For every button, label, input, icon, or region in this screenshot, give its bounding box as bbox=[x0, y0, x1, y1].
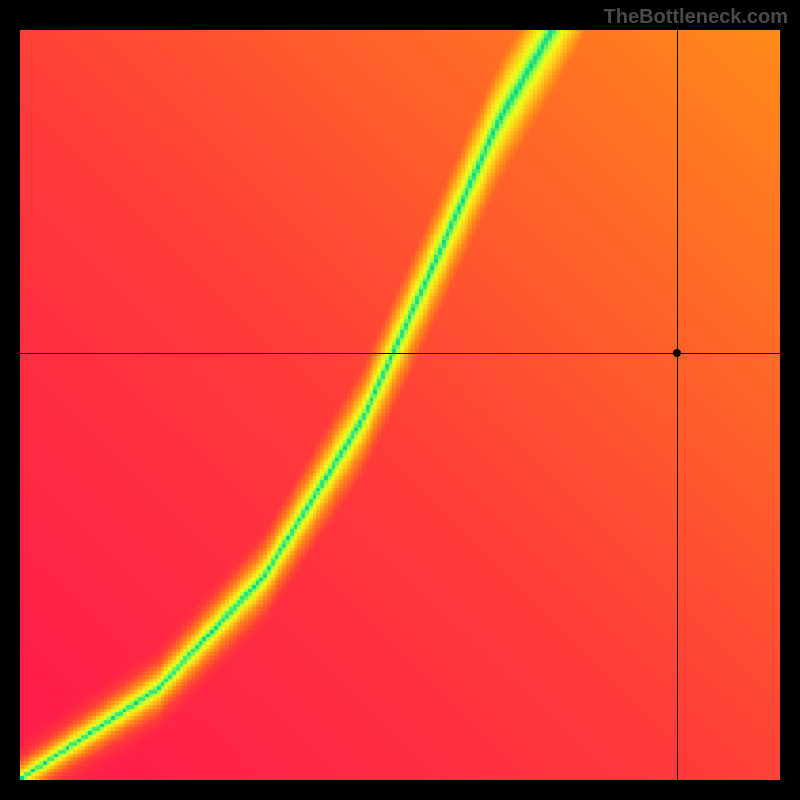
crosshair-intersection-dot bbox=[673, 349, 681, 357]
plot-area bbox=[20, 30, 780, 780]
heatmap-canvas bbox=[20, 30, 780, 780]
crosshair-horizontal bbox=[20, 353, 780, 354]
chart-container: TheBottleneck.com bbox=[0, 0, 800, 800]
crosshair-vertical bbox=[677, 30, 678, 780]
watermark-text: TheBottleneck.com bbox=[604, 6, 788, 29]
